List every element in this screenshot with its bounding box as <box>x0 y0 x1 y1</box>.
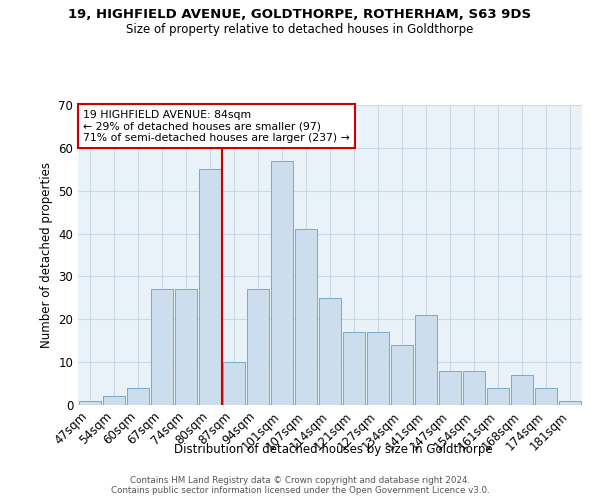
Bar <box>511 375 533 405</box>
Text: Contains HM Land Registry data © Crown copyright and database right 2024.: Contains HM Land Registry data © Crown c… <box>130 476 470 485</box>
Bar <box>127 388 149 405</box>
Text: 19, HIGHFIELD AVENUE, GOLDTHORPE, ROTHERHAM, S63 9DS: 19, HIGHFIELD AVENUE, GOLDTHORPE, ROTHER… <box>68 8 532 20</box>
Text: Distribution of detached houses by size in Goldthorpe: Distribution of detached houses by size … <box>173 442 493 456</box>
Text: Size of property relative to detached houses in Goldthorpe: Size of property relative to detached ho… <box>127 22 473 36</box>
Bar <box>247 290 269 405</box>
Bar <box>463 370 485 405</box>
Bar <box>487 388 509 405</box>
Bar <box>295 230 317 405</box>
Text: Contains public sector information licensed under the Open Government Licence v3: Contains public sector information licen… <box>110 486 490 495</box>
Bar <box>271 160 293 405</box>
Bar <box>391 345 413 405</box>
Bar <box>79 400 101 405</box>
Bar <box>535 388 557 405</box>
Bar <box>175 290 197 405</box>
Bar <box>367 332 389 405</box>
Bar <box>439 370 461 405</box>
Bar <box>199 170 221 405</box>
Bar <box>151 290 173 405</box>
Bar <box>319 298 341 405</box>
Bar <box>559 400 581 405</box>
Bar <box>415 315 437 405</box>
Bar <box>223 362 245 405</box>
Bar <box>343 332 365 405</box>
Bar <box>103 396 125 405</box>
Text: 19 HIGHFIELD AVENUE: 84sqm
← 29% of detached houses are smaller (97)
71% of semi: 19 HIGHFIELD AVENUE: 84sqm ← 29% of deta… <box>83 110 350 142</box>
Y-axis label: Number of detached properties: Number of detached properties <box>40 162 53 348</box>
